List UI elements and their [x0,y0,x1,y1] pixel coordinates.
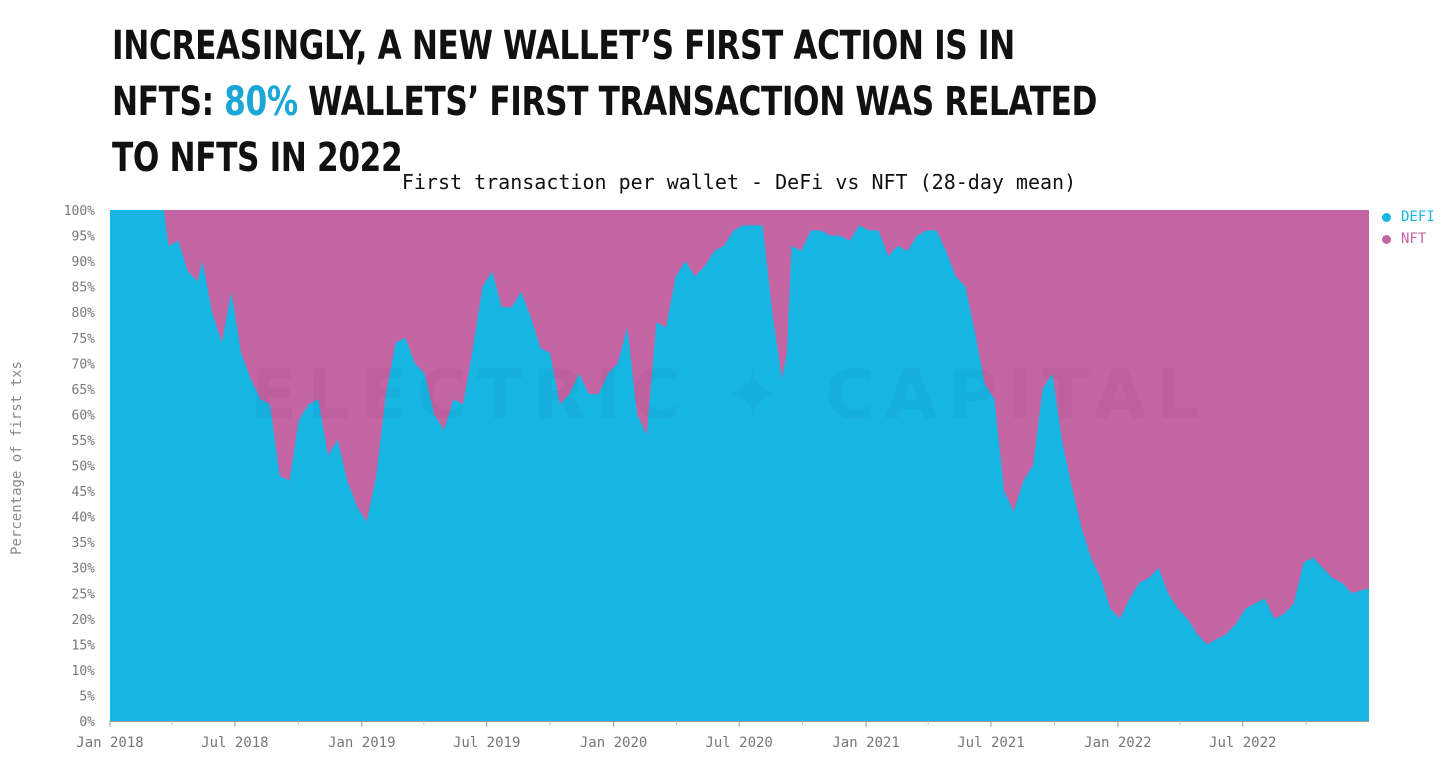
chart-title: First transaction per wallet - DeFi vs N… [402,170,1076,194]
y-tick-label: 5% [79,689,95,704]
y-tick-label: 0% [79,715,95,730]
x-axis: Jan 2018 Jul 2018 Jan 2019 Jul 2019 Jan 2020… [76,721,1369,751]
legend-label-nft: NFT [1401,231,1427,247]
legend-item-nft[interactable]: NFT [1382,228,1435,250]
headline: INCREASINGLY, A NEW WALLET’S FIRST ACTIO… [112,18,1126,186]
y-axis-label: Percentage of first txs [9,361,25,555]
legend-label-defi: DEFI [1401,209,1435,225]
x-tick-label: Jan 2020 [580,735,647,751]
x-tick-label: Jul 2019 [453,735,520,751]
y-tick-label: 30% [72,562,96,577]
y-tick-label: 55% [72,434,96,449]
x-tick-label: Jul 2018 [201,735,268,751]
x-tick-label: Jan 2021 [832,735,899,751]
y-tick-label: 50% [72,460,96,475]
y-tick-label: 65% [72,383,96,398]
plot-area [110,210,1369,721]
headline-part1: INCREASINGLY, A NEW WALLET’S FIRST ACTIO… [112,23,1015,125]
headline-accent: 80% [224,79,298,125]
legend-dot-nft [1382,234,1391,244]
y-tick-label: 60% [72,408,96,423]
x-tick-label: Jan 2018 [76,735,143,751]
y-tick-label: 75% [72,332,96,347]
y-tick-label: 40% [72,511,96,526]
y-axis: 0% 5% 10% 15% 20% 25% 30% 35% 40% 45% 50% 55% 60% 65%… [64,204,95,730]
y-tick-label: 35% [72,536,96,551]
headline-part2: WALLETS’ FIRST TRANSACTION WAS RELATED T… [112,79,1098,181]
legend-item-defi[interactable]: DEFI [1382,206,1435,228]
y-tick-label: 25% [72,587,96,602]
y-tick-label: 85% [72,281,96,296]
x-tick-label: Jan 2022 [1084,735,1151,751]
x-tick-label: Jan 2019 [328,735,395,751]
legend: DEFI NFT [1382,206,1435,250]
y-tick-label: 10% [72,664,96,679]
y-tick-label: 45% [72,485,96,500]
x-tick-label: Jul 2022 [1209,735,1276,751]
watermark: ELECTRIC ✦ CAPITAL [250,356,1209,435]
y-tick-label: 15% [72,638,96,653]
x-tick-label: Jul 2020 [705,735,772,751]
y-tick-label: 80% [72,306,96,321]
y-tick-label: 20% [72,613,96,628]
defi-area [110,210,1369,721]
y-tick-label: 95% [72,230,96,245]
x-tick-label: Jul 2021 [957,735,1024,751]
y-tick-label: 90% [72,255,96,270]
y-tick-label: 70% [72,357,96,372]
y-tick-label: 100% [64,204,95,219]
legend-dot-defi [1382,212,1391,222]
